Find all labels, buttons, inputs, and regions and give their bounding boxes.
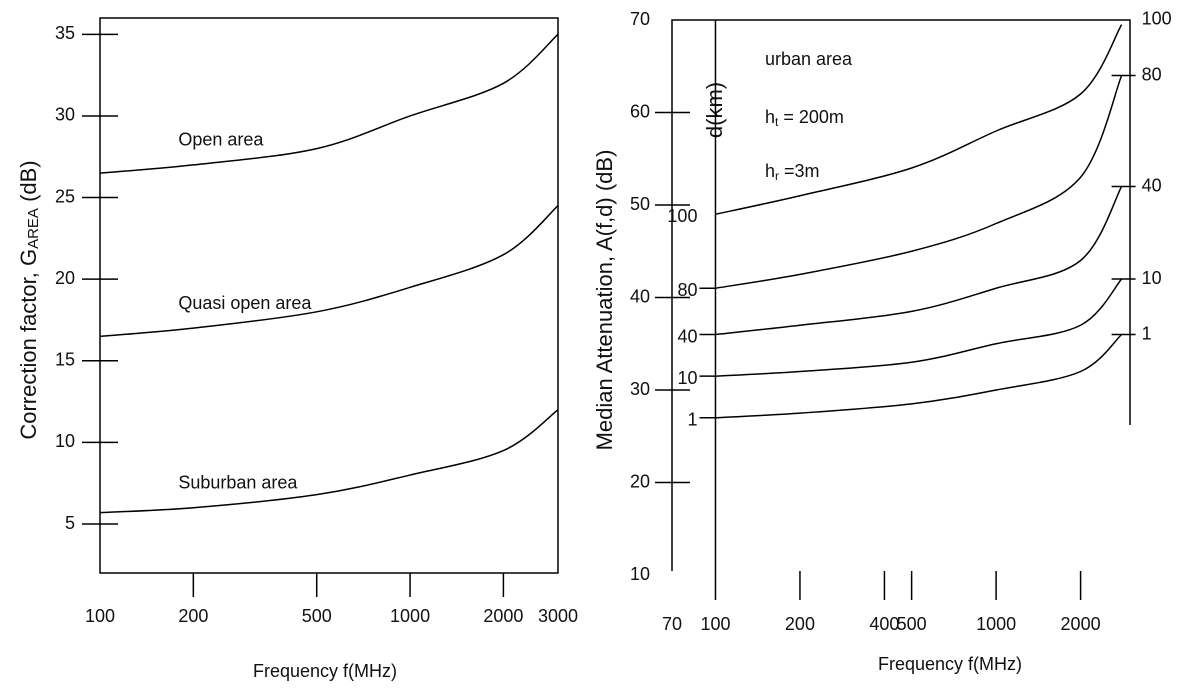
x-tick-label: 200: [785, 614, 815, 634]
x-tick-label: 1000: [390, 606, 430, 626]
y-label-text: Correction factor, G: [16, 249, 41, 440]
x-tick-label: 200: [178, 606, 208, 626]
y-tick-label: 20: [630, 471, 650, 491]
annotation-sub: r: [775, 169, 779, 183]
annotation-sub: t: [775, 115, 779, 129]
series-label: 10: [677, 368, 697, 388]
annotation-text: h: [765, 107, 775, 127]
y-tick-label: 5: [65, 513, 75, 533]
series-label: 1: [687, 410, 697, 430]
y-tick-label: 70: [630, 9, 650, 29]
y-tick-label: 20: [55, 268, 75, 288]
annotation: hr =3m: [765, 161, 820, 183]
y-label: Median Attenuation, A(f,d) (dB): [592, 150, 617, 451]
x-label: Frequency f(MHz): [253, 661, 397, 681]
y-tick-label: 10: [55, 431, 75, 451]
line: [715, 333, 1123, 419]
plot-frame: [671, 19, 1131, 571]
y-tick-label: 30: [55, 105, 75, 125]
y-tick-label: 30: [630, 379, 650, 399]
annotation-after: = 200m: [778, 107, 844, 127]
series-label: 100: [667, 206, 697, 226]
x-label: Frequency f(MHz): [878, 654, 1022, 674]
y-label-after: (dB): [16, 160, 41, 208]
y-tick-label: 50: [630, 194, 650, 214]
y-tick-label: 40: [630, 286, 650, 306]
plot-frame: [99, 17, 559, 574]
series-label: 80: [677, 280, 697, 300]
x-tick-label: 400: [869, 614, 899, 634]
y-tick-label: 10: [630, 564, 650, 584]
x-tick-label: 500: [897, 614, 927, 634]
y-tick-label: 60: [630, 101, 650, 121]
x-tick-label: 2000: [483, 606, 523, 626]
series-label: Suburban area: [178, 472, 298, 492]
line: [99, 205, 559, 338]
x-tick-label: 100: [85, 606, 115, 626]
y-tick-label: 15: [55, 350, 75, 370]
annotation: urban area: [765, 49, 853, 69]
x-tick-label: 500: [302, 606, 332, 626]
line: [715, 278, 1123, 377]
series-end-label: 10: [1142, 268, 1162, 288]
x-tick-label: 100: [700, 614, 730, 634]
annotation-text: h: [765, 161, 775, 181]
y-label: Correction factor, GAREA (dB): [16, 160, 42, 439]
series-label: Quasi open area: [178, 293, 312, 313]
legend-title: d(km): [702, 82, 727, 138]
line: [99, 409, 559, 514]
series-label: Open area: [178, 130, 264, 150]
line: [715, 24, 1123, 215]
x-tick-label: 70: [662, 614, 682, 634]
series-end-label: 1: [1142, 323, 1152, 343]
line: [715, 75, 1123, 289]
series-end-label: 80: [1142, 64, 1162, 84]
series-end-label: 40: [1142, 175, 1162, 195]
series-end-label: 100: [1142, 8, 1172, 28]
x-tick-label: 3000: [538, 606, 578, 626]
series-label: 40: [677, 326, 697, 346]
y-tick-label: 35: [55, 23, 75, 43]
y-label-sub: AREA: [25, 208, 42, 249]
x-tick-label: 1000: [976, 614, 1016, 634]
line: [715, 186, 1123, 336]
annotation: ht = 200m: [765, 107, 844, 129]
line: [99, 33, 559, 174]
y-tick-label: 25: [55, 186, 75, 206]
x-tick-label: 2000: [1061, 614, 1101, 634]
annotation-after: =3m: [779, 161, 820, 181]
